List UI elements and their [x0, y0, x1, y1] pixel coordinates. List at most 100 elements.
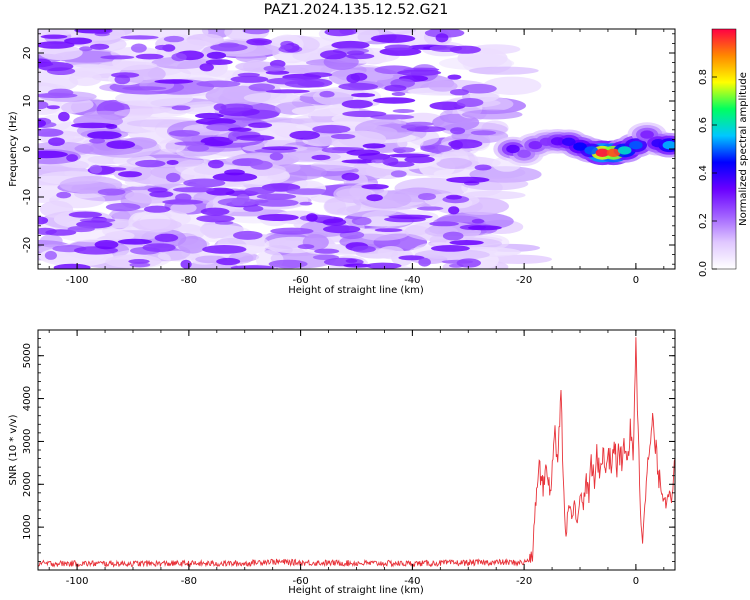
noise-cell [432, 113, 480, 131]
noise-core [374, 228, 403, 233]
noise-core [64, 37, 93, 45]
noise-core [268, 259, 308, 269]
noise-core [263, 65, 286, 72]
noise-core [398, 255, 425, 261]
noise-core [38, 128, 64, 137]
noise-core [351, 92, 376, 98]
y-tick-label: 3000 [22, 429, 33, 454]
noise-core [162, 199, 204, 205]
signal-cell [550, 137, 565, 146]
noise-cell [377, 246, 405, 260]
noise-cell [97, 61, 158, 71]
noise-core [471, 218, 485, 224]
noise-core [70, 122, 115, 129]
noise-core [342, 110, 387, 118]
noise-core [446, 176, 490, 184]
noise-core [213, 103, 227, 111]
noise-core [212, 172, 258, 182]
y-tick-label: 10 [22, 95, 33, 108]
colorbar-gradient [712, 29, 736, 269]
noise-core [319, 90, 335, 98]
noise-core [331, 40, 370, 50]
noise-core [448, 139, 483, 149]
noise-core [420, 144, 453, 153]
noise-cell [132, 218, 182, 231]
spectrogram-y-ticks: -20 -10 0 10 20 [22, 33, 675, 265]
noise-core [199, 63, 214, 72]
noise-cell [69, 71, 102, 87]
y-tick-label: 5000 [22, 343, 33, 368]
signal-cell [584, 146, 598, 155]
noise-core [269, 152, 284, 161]
noise-core [206, 51, 227, 60]
noise-core [38, 150, 68, 159]
noise-core [430, 245, 470, 252]
noise-core [391, 92, 406, 96]
noise-core [447, 74, 462, 80]
noise-core [448, 206, 460, 215]
noise-core [168, 130, 200, 137]
noise-cell [158, 138, 186, 153]
noise-core [343, 263, 372, 268]
x-tick-label: -20 [516, 576, 532, 587]
noise-core [154, 79, 194, 84]
snr-panel: -100 -80 -60 -40 -20 0 1000 2000 3000 4000 5000 H… [8, 329, 676, 596]
noise-core [435, 33, 449, 43]
noise-core [456, 258, 481, 268]
noise-core [286, 188, 330, 195]
noise-core [442, 231, 464, 241]
noise-core [56, 191, 72, 199]
noise-core [449, 45, 481, 54]
noise-core [248, 122, 273, 128]
noise-core [456, 98, 484, 107]
spectrogram-x-ticks: -100 -80 -60 -40 -20 0 [48, 29, 665, 286]
noise-core [299, 201, 313, 206]
noise-core [228, 131, 240, 142]
noise-core [205, 59, 233, 65]
noise-core [142, 243, 176, 253]
noise-core [261, 146, 299, 151]
noise-core [390, 170, 407, 178]
noise-cell [333, 185, 373, 204]
noise-cell [428, 80, 458, 92]
noise-core [111, 72, 140, 78]
noise-core [254, 198, 299, 207]
noise-core [366, 194, 383, 202]
noise-cell [436, 157, 473, 169]
noise-core [216, 257, 241, 266]
noise-core [195, 117, 236, 126]
signal-cell [640, 130, 654, 139]
noise-cell [39, 200, 74, 218]
noise-core [311, 154, 331, 161]
noise-core [166, 160, 179, 165]
noise-core [312, 124, 351, 134]
noise-cell [170, 202, 197, 214]
noise-core [346, 53, 375, 60]
noise-core [297, 78, 333, 88]
signal-cell [573, 142, 587, 151]
noise-core [38, 61, 74, 72]
noise-core [470, 130, 497, 136]
noise-core [346, 149, 381, 156]
noise-core [314, 248, 340, 254]
noise-core [218, 42, 240, 48]
noise-cell [39, 45, 83, 61]
noise-core [66, 154, 78, 162]
noise-core [365, 262, 402, 269]
spectrogram-ylabel: Frequency (Hz) [8, 111, 19, 187]
y-tick-label: 20 [22, 47, 33, 60]
x-tick-label: -100 [66, 576, 89, 587]
noise-core [256, 193, 297, 200]
noise-core [154, 233, 179, 242]
noise-core [429, 221, 459, 227]
y-tick-label: -10 [22, 189, 33, 205]
signal-cell [528, 141, 543, 150]
spectrogram-heatmap [38, 29, 675, 269]
snr-ylabel: SNR (10 * v/v) [8, 414, 19, 485]
noise-core [183, 178, 226, 188]
noise-core [416, 206, 444, 211]
noise-core [289, 130, 321, 140]
noise-cell [323, 198, 346, 215]
noise-core [467, 225, 502, 231]
